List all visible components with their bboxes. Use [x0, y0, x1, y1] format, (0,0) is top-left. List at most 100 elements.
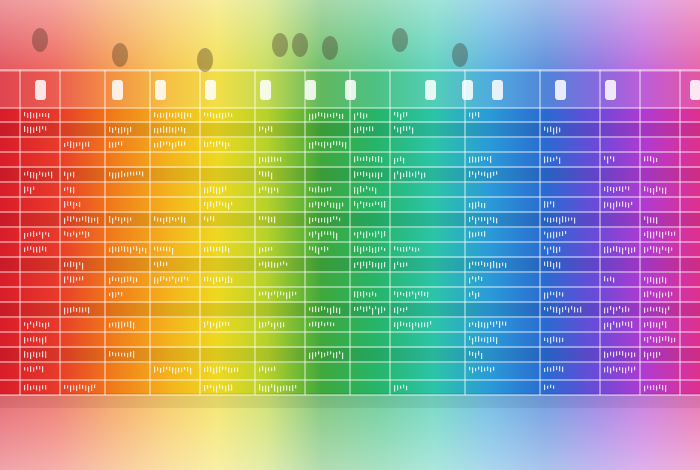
glyph-stroke — [604, 322, 606, 330]
silhouette — [197, 48, 213, 72]
glyph-stroke — [647, 216, 649, 224]
glyph-stroke — [265, 186, 267, 191]
glyph-stroke — [472, 216, 474, 220]
glyph-stroke — [79, 231, 81, 235]
glyph-stroke — [321, 306, 323, 311]
glyph-stroke — [169, 366, 171, 372]
glyph-stroke — [30, 385, 32, 391]
glyph-stroke — [219, 187, 221, 195]
glyph-stroke — [412, 247, 414, 252]
glyph-stroke — [237, 367, 239, 372]
glyph-stroke — [259, 171, 261, 175]
glyph-stroke — [544, 367, 546, 373]
glyph-stroke — [133, 277, 135, 284]
glyph-stroke — [115, 126, 117, 131]
bottom-haze — [0, 395, 700, 470]
glyph-stroke — [130, 351, 132, 357]
glyph-stroke — [318, 307, 320, 312]
glyph-stroke — [656, 231, 658, 236]
glyph-stroke — [628, 352, 630, 356]
glyph-stroke — [118, 217, 120, 222]
glyph-stroke — [403, 307, 405, 313]
glyph-stroke — [653, 246, 655, 253]
glyph-stroke — [154, 142, 156, 148]
glyph-stroke — [360, 157, 362, 161]
glyph-stroke — [268, 126, 270, 131]
glyph-stroke — [286, 262, 288, 266]
glyph-stroke — [653, 187, 655, 195]
glyph-stroke — [357, 126, 359, 134]
glyph-stroke — [631, 352, 633, 358]
glyph-stroke — [271, 156, 273, 162]
glyph-stroke — [339, 141, 341, 146]
glyph-stroke — [499, 262, 501, 269]
glyph-stroke — [262, 247, 264, 252]
glyph-stroke — [342, 141, 344, 148]
glyph-stroke — [33, 113, 35, 118]
glyph-stroke — [553, 385, 555, 389]
glyph-stroke — [644, 291, 646, 298]
glyph-stroke — [475, 112, 477, 116]
glyph-stroke — [478, 112, 480, 118]
glyph-stroke — [45, 385, 47, 390]
glyph-stroke — [130, 247, 132, 254]
glyph-stroke — [400, 262, 402, 268]
glyph-stroke — [406, 322, 408, 327]
glyph-stroke — [424, 292, 426, 297]
glyph-stroke — [115, 142, 117, 148]
glyph-stroke — [333, 306, 335, 313]
glyph-stroke — [647, 247, 649, 252]
glyph-stroke — [39, 231, 41, 235]
glyph-stroke — [360, 201, 362, 205]
glyph-stroke — [610, 367, 612, 374]
glyph-stroke — [547, 292, 549, 299]
glyph-stroke — [547, 127, 549, 133]
glyph-stroke — [505, 262, 507, 268]
glyph-stroke — [70, 232, 72, 237]
glyph-stroke — [225, 321, 227, 326]
glyph-stroke — [662, 385, 664, 391]
glyph-stroke — [647, 307, 649, 312]
glyph-stroke — [372, 247, 374, 254]
glyph-stroke — [324, 322, 326, 327]
glyph-stroke — [469, 202, 471, 208]
glyph-stroke — [204, 276, 206, 282]
glyph-stroke — [490, 336, 492, 342]
glyph-stroke — [130, 171, 132, 176]
glyph-stroke — [400, 291, 402, 296]
glyph-stroke — [70, 201, 72, 206]
glyph-stroke — [490, 262, 492, 269]
glyph-stroke — [619, 351, 621, 355]
glyph-stroke — [354, 262, 356, 269]
glyph-stroke — [421, 291, 423, 297]
glyph-stroke — [553, 336, 555, 342]
glyph-stroke — [115, 322, 117, 328]
glyph-stroke — [625, 352, 627, 358]
glyph-stroke — [262, 322, 264, 328]
glyph-stroke — [24, 186, 26, 194]
glyph-stroke — [219, 366, 221, 373]
glyph-stroke — [312, 352, 314, 360]
glyph-stroke — [327, 321, 329, 326]
glyph-stroke — [472, 171, 474, 175]
glyph-stroke — [622, 367, 624, 374]
glyph-stroke — [33, 351, 35, 357]
glyph-stroke — [121, 126, 123, 134]
glyph-stroke — [24, 232, 26, 239]
glyph-stroke — [219, 112, 221, 118]
glyph-stroke — [207, 202, 209, 210]
glyph-stroke — [547, 366, 549, 372]
glyph-stroke — [219, 384, 221, 389]
glyph-stroke — [559, 337, 561, 343]
glyph-stroke — [400, 385, 402, 389]
glyph-stroke — [181, 216, 183, 223]
glyph-stroke — [556, 366, 558, 371]
glyph-stroke — [67, 232, 69, 237]
glyph-stroke — [333, 112, 335, 119]
glyph-stroke — [271, 384, 273, 388]
glyph-stroke — [496, 321, 498, 325]
glyph-stroke — [216, 322, 218, 329]
glyph-stroke — [475, 217, 477, 225]
glyph-stroke — [418, 291, 420, 296]
glyph-stroke — [73, 186, 75, 194]
